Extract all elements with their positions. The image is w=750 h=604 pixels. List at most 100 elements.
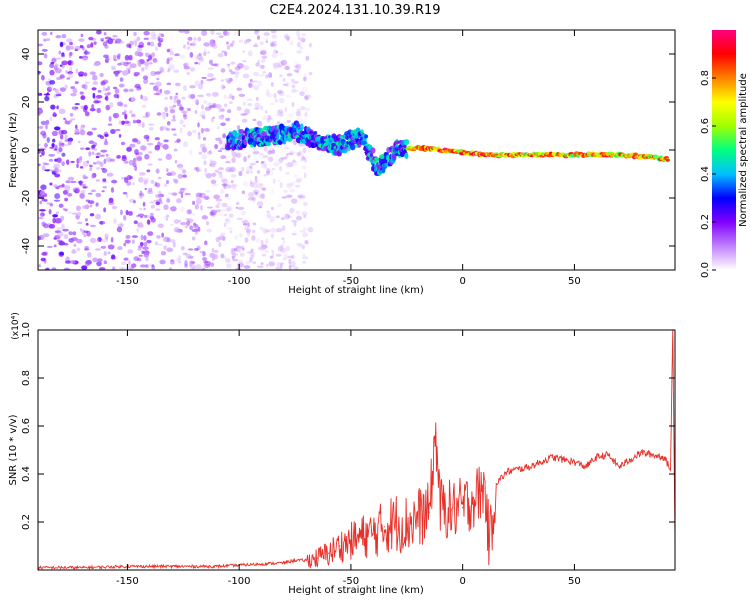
noise-blob	[38, 143, 41, 147]
noise-blob	[223, 78, 229, 81]
noise-blob	[80, 33, 84, 38]
noise-blob	[259, 183, 265, 187]
noise-blob	[266, 90, 270, 96]
noise-blob	[254, 189, 258, 196]
noise-blob	[305, 55, 310, 61]
noise-blob	[291, 84, 296, 88]
noise-blob	[302, 147, 307, 154]
colorbar-tick-label: 0.8	[700, 70, 711, 86]
noise-blob	[180, 193, 184, 199]
noise-blob	[129, 143, 136, 148]
noise-blob	[64, 84, 68, 89]
noise-blob	[260, 187, 267, 191]
noise-blob	[52, 87, 57, 91]
noise-blob	[74, 128, 80, 134]
noise-blob	[184, 260, 188, 266]
noise-blob	[155, 201, 161, 206]
noise-blob	[51, 130, 58, 137]
noise-blob	[230, 71, 235, 75]
noise-blob	[264, 92, 271, 97]
noise-blob	[75, 187, 80, 194]
noise-blob	[200, 204, 203, 211]
noise-blob	[125, 209, 129, 216]
noise-blob	[49, 169, 55, 172]
noise-blob	[285, 172, 290, 175]
noise-blob	[197, 226, 201, 232]
x-tick-label: -100	[228, 576, 251, 587]
noise-blob	[89, 224, 96, 228]
noise-blob	[272, 178, 276, 184]
noise-blob	[80, 189, 86, 194]
noise-blob	[251, 235, 256, 241]
plot-frame	[37, 329, 676, 571]
snr-point	[439, 507, 441, 509]
noise-blob	[39, 200, 43, 205]
noise-blob	[133, 220, 138, 225]
noise-blob	[192, 213, 196, 216]
noise-blob	[209, 41, 217, 47]
noise-blob	[148, 127, 154, 131]
noise-blob	[275, 215, 280, 219]
ridge-blob	[313, 131, 318, 135]
noise-blob	[164, 96, 168, 100]
snr-axes: -150 -100 -50 0 50 0.2 0.4 0.6 0.8 1.0	[21, 322, 676, 587]
noise-blob	[186, 41, 190, 46]
noise-blob	[260, 50, 267, 55]
noise-blob	[81, 229, 86, 235]
noise-blob	[147, 151, 153, 154]
noise-blob	[142, 95, 148, 102]
noise-blob	[157, 223, 164, 228]
snr-point	[350, 540, 352, 542]
noise-blob	[137, 247, 142, 251]
noise-blob	[303, 76, 307, 82]
noise-blob	[215, 204, 220, 209]
noise-blob	[252, 150, 260, 155]
noise-blob	[183, 65, 191, 70]
noise-blob	[179, 106, 185, 111]
ridge-blob	[299, 123, 304, 131]
noise-blob	[143, 235, 147, 241]
noise-blob	[69, 66, 73, 73]
snr-point	[82, 567, 84, 569]
noise-blob	[166, 198, 171, 203]
noise-blob	[60, 54, 66, 58]
noise-blob	[161, 114, 167, 119]
noise-blob	[166, 82, 172, 86]
noise-blob	[175, 258, 182, 262]
noise-blob	[124, 177, 129, 184]
noise-blob	[211, 248, 215, 253]
noise-blob	[195, 192, 203, 198]
noise-blob	[72, 105, 76, 109]
noise-blob	[95, 202, 99, 207]
noise-blob	[243, 65, 250, 71]
noise-blob	[72, 87, 78, 94]
x-tick-label: 0	[459, 576, 465, 587]
noise-blob	[283, 33, 289, 39]
noise-blob	[206, 221, 209, 226]
noise-blob	[203, 260, 209, 264]
noise-blob	[70, 118, 76, 121]
noise-blob	[123, 257, 129, 261]
noise-blob	[242, 101, 246, 106]
noise-blob	[54, 63, 59, 68]
noise-blob	[207, 67, 214, 70]
noise-blob	[112, 86, 118, 90]
noise-blob	[142, 75, 149, 80]
noise-blob	[300, 119, 306, 125]
noise-blob	[54, 173, 61, 178]
noise-blob	[119, 41, 125, 44]
noise-blob	[204, 167, 207, 173]
noise-blob	[242, 219, 249, 225]
noise-blob	[100, 39, 104, 42]
noise-blob	[282, 79, 286, 82]
noise-blob	[303, 195, 306, 199]
noise-blob	[191, 236, 196, 241]
noise-blob	[153, 92, 160, 96]
noise-blob	[302, 232, 309, 238]
noise-blob	[290, 198, 298, 204]
noise-blob	[62, 228, 69, 232]
noise-blob	[256, 170, 261, 174]
noise-blob	[88, 151, 92, 157]
noise-blob	[281, 237, 285, 241]
noise-blob	[127, 211, 133, 216]
